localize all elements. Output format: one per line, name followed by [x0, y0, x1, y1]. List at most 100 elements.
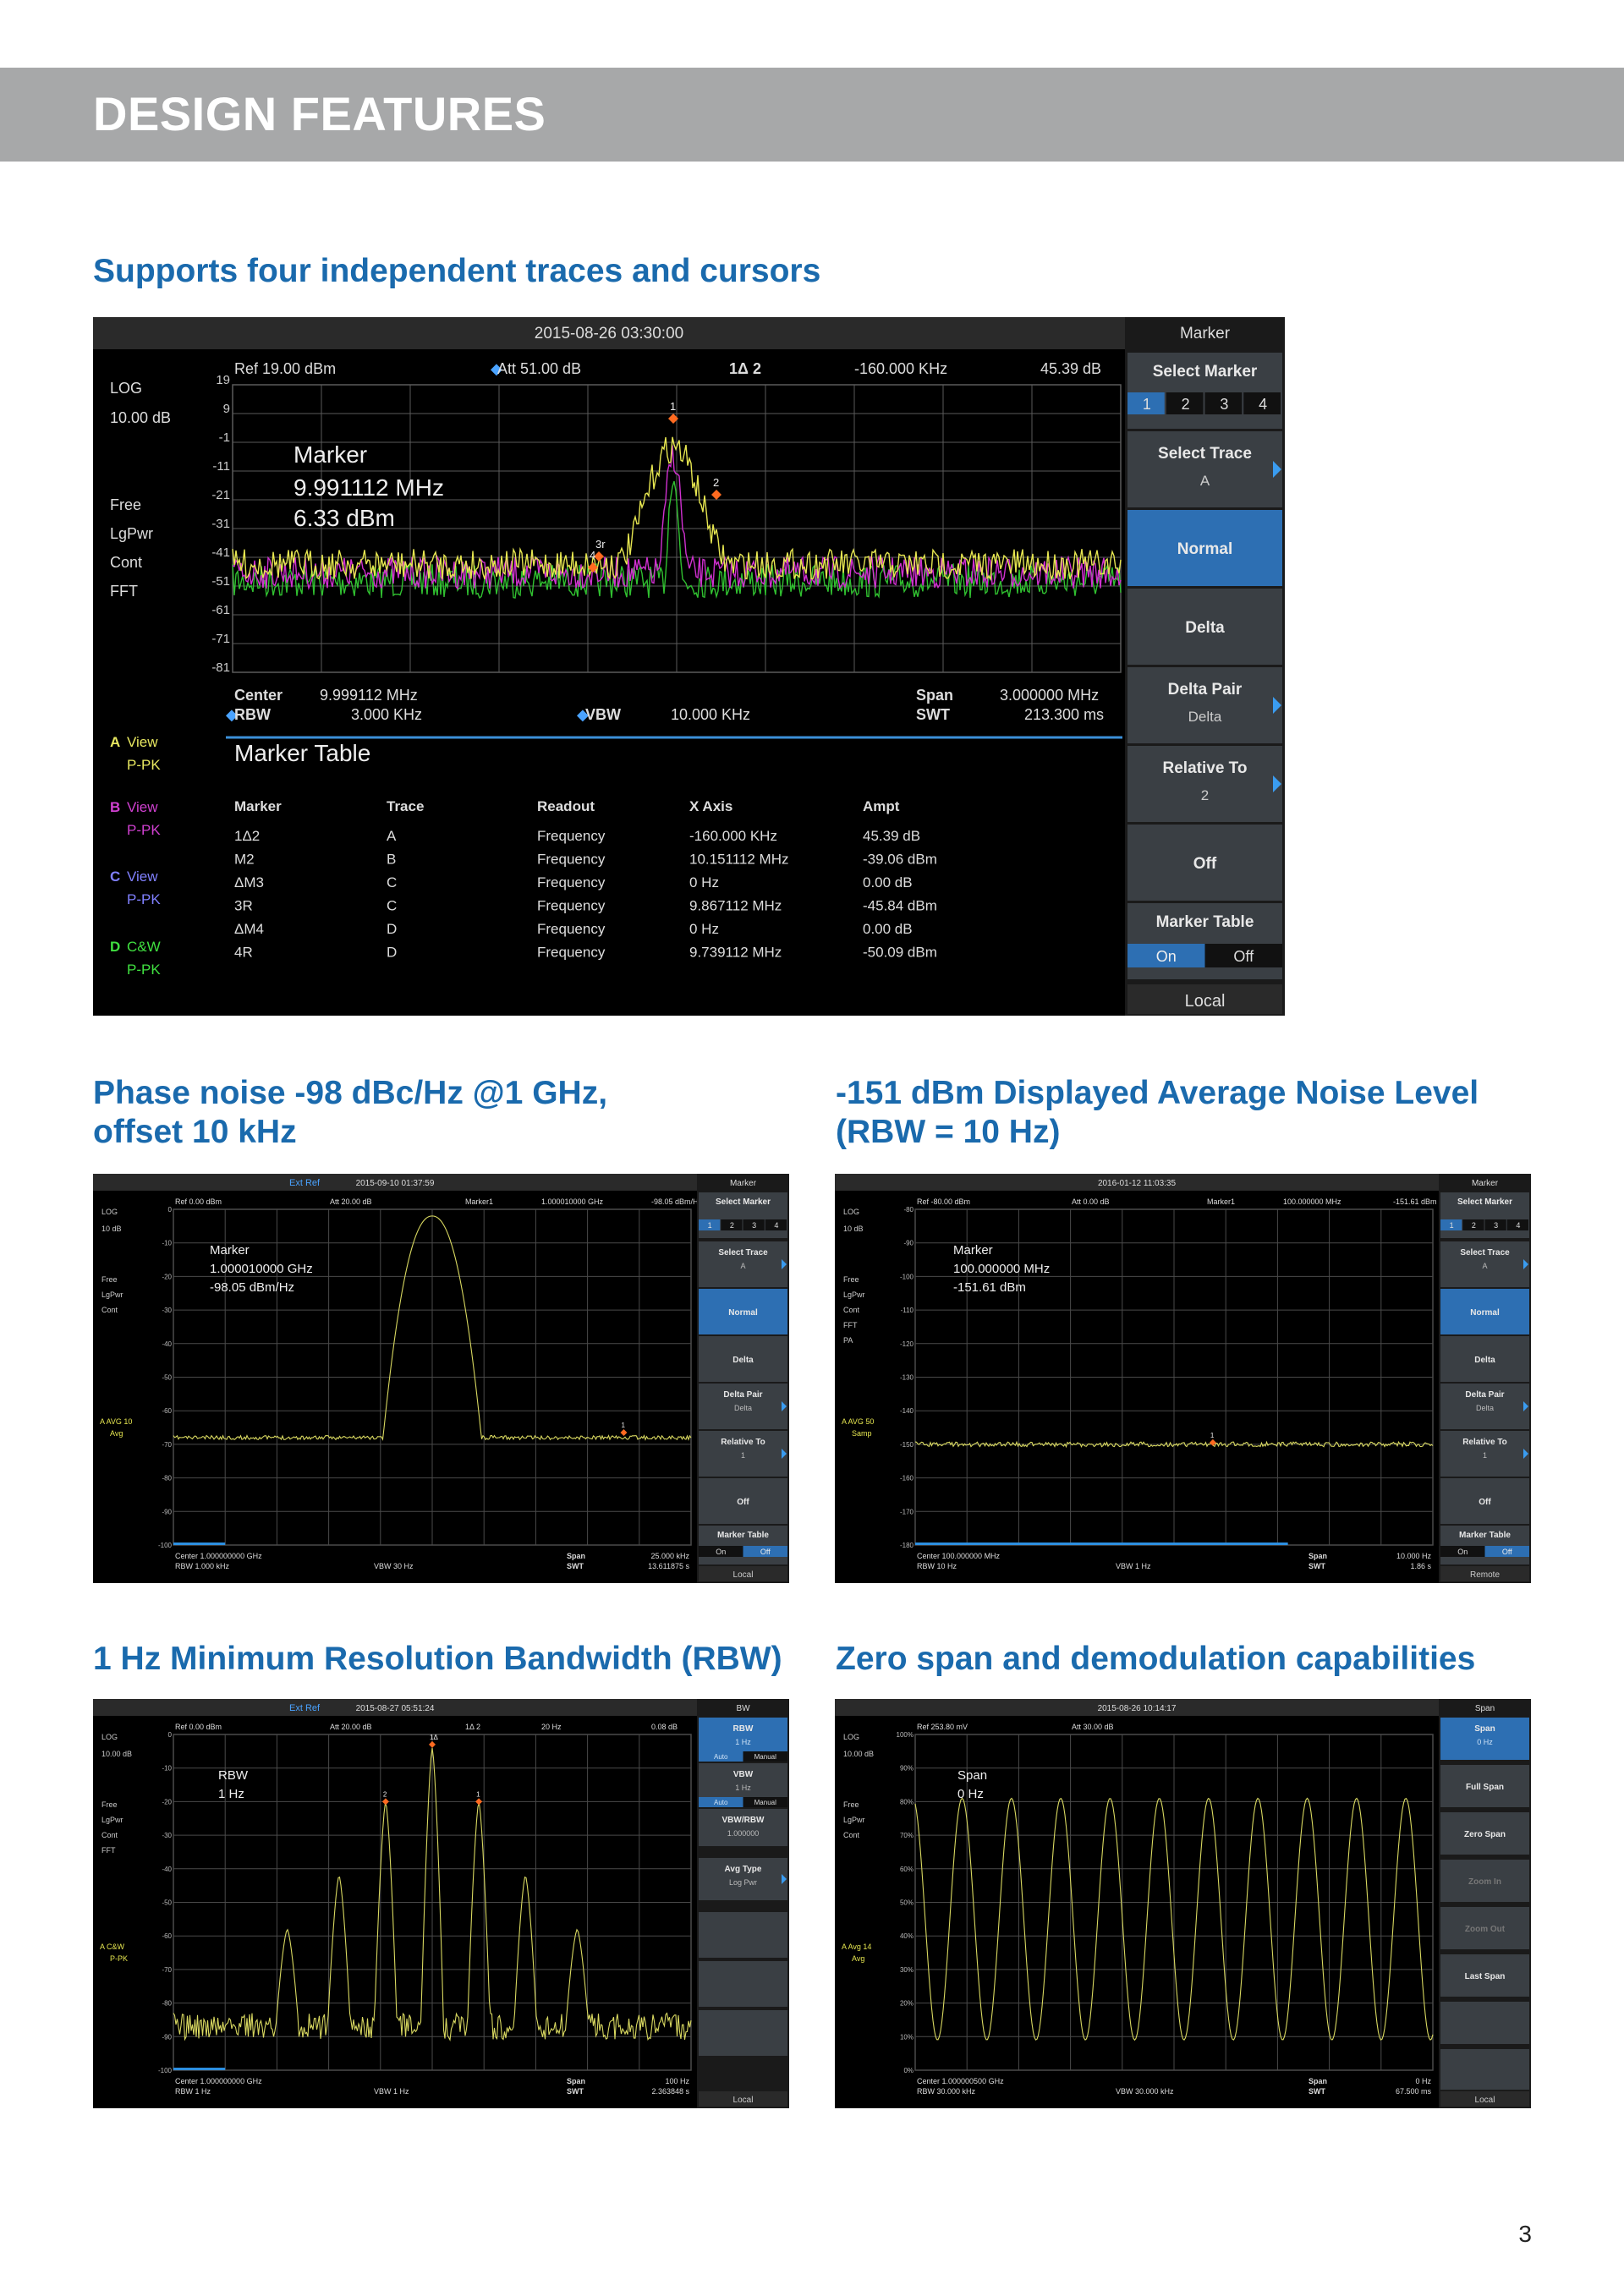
softkey-k3[interactable]: Zero Span — [1440, 1812, 1529, 1855]
y-tick-label: -60 — [162, 1932, 172, 1940]
softkey-label: Select Trace — [1460, 1248, 1510, 1258]
marker-number-4[interactable]: 4 — [1516, 1221, 1520, 1230]
y-tick-label: -20 — [162, 1273, 172, 1280]
softkey-k1[interactable]: Span 0 Hz — [1440, 1718, 1529, 1760]
left-status: Free — [102, 1275, 118, 1284]
toggle-on[interactable]: On — [1457, 1548, 1468, 1556]
header-mode: 1Δ 2 — [465, 1723, 480, 1731]
screen-bg — [835, 1699, 1531, 2108]
softkey-kx[interactable] — [699, 1961, 787, 2007]
softkey-k7[interactable]: Off — [1440, 1478, 1529, 1524]
softkey-select-trace[interactable]: Select Trace A — [1127, 431, 1282, 507]
marker-number-2[interactable]: 2 — [730, 1221, 734, 1230]
softkey-k8[interactable]: Marker Table — [699, 1526, 787, 1564]
softkey-k5[interactable]: Zoom Out — [1440, 1907, 1529, 1949]
local-button[interactable]: Local — [1185, 992, 1226, 1011]
marker-4-label: 4 — [590, 549, 595, 562]
table-cell: Frequency — [537, 852, 606, 868]
softkey-k4[interactable]: Zoom In — [1440, 1860, 1529, 1902]
bottom-key[interactable]: Local — [733, 1570, 754, 1580]
softkey-value: 1 — [1483, 1451, 1487, 1460]
softkey-k4[interactable]: Delta — [699, 1336, 787, 1382]
marker-number-4[interactable]: 4 — [774, 1221, 778, 1230]
softkey-off[interactable]: Off — [1127, 825, 1282, 901]
marker-number-1[interactable]: 1 — [708, 1221, 712, 1230]
marker-number-1[interactable]: 1 — [1450, 1221, 1454, 1230]
bottom-key[interactable]: Local — [733, 2096, 754, 2105]
toggle-off[interactable]: Off — [1233, 948, 1254, 965]
softkey-kx[interactable] — [699, 2010, 787, 2056]
span-value: 3.000000 MHz — [1000, 687, 1099, 704]
manual-toggle[interactable]: Manual — [754, 1753, 776, 1761]
softkey-k2[interactable]: Select Trace A — [699, 1241, 787, 1287]
toggle-off-bg — [1204, 944, 1282, 967]
marker-number-3[interactable]: 3 — [1494, 1221, 1498, 1230]
softkey-k1[interactable]: Select Marker — [1440, 1192, 1529, 1238]
table-header: Marker — [234, 798, 282, 814]
softkey-k5[interactable]: Delta Pair Delta — [699, 1384, 787, 1429]
softkey-k1[interactable]: RBW 1 Hz — [699, 1718, 787, 1751]
table-cell: 4R — [234, 945, 253, 961]
footer-span-label: Span — [1309, 2077, 1327, 2085]
manual-toggle[interactable]: Manual — [754, 1799, 776, 1806]
softkey-relative-to[interactable]: Relative To 2 — [1127, 746, 1282, 822]
softkey-kx[interactable] — [1440, 2002, 1529, 2044]
marker-number-bg — [1506, 1219, 1528, 1230]
header-ref: Ref 0.00 dBm — [175, 1197, 222, 1206]
softkey-k4[interactable]: Avg Type Log Pwr — [699, 1858, 787, 1900]
section-line-2: offset 10 kHz — [93, 1114, 297, 1150]
toggle-on[interactable]: On — [1156, 948, 1177, 965]
vbw-value: 10.000 KHz — [671, 706, 750, 723]
softkey-k2[interactable]: Select Trace A — [1440, 1241, 1529, 1287]
softkey-k2[interactable]: VBW 1 Hz — [699, 1763, 787, 1797]
softkey-k3[interactable]: Normal — [1440, 1289, 1529, 1334]
bottom-key[interactable]: Remote — [1470, 1570, 1500, 1580]
analyzer-screen-4: Ext Ref 2015-08-27 05:51:24 Ref 0.00 dBm At… — [93, 1699, 789, 2108]
status-cont: Cont — [110, 554, 142, 571]
marker-number-2[interactable]: 2 — [1472, 1221, 1476, 1230]
softkey-k6[interactable]: Relative To 1 — [699, 1431, 787, 1477]
toggle-on[interactable]: On — [716, 1548, 726, 1556]
marker-number-3[interactable]: 3 — [752, 1221, 756, 1230]
marker-table: Marker Trace Readout X Axis Ampt 1Δ2 A Frequenc… — [234, 798, 937, 961]
footer-span-label: Span — [567, 1552, 585, 1560]
auto-toggle[interactable]: Auto — [714, 1753, 728, 1761]
softkey-k3[interactable]: Normal — [699, 1289, 787, 1334]
bottom-key[interactable]: Local — [1475, 2096, 1495, 2105]
marker-number-1[interactable]: 1 — [1143, 396, 1151, 413]
softkey-k6[interactable]: Last Span — [1440, 1954, 1529, 1997]
marker-amp: 45.39 dB — [1040, 360, 1101, 377]
softkey-normal[interactable]: Normal — [1127, 510, 1282, 586]
marker-4-icon — [588, 562, 598, 573]
footer-swt-value: 2.363848 s — [651, 2087, 689, 2096]
softkey-k1[interactable]: Select Marker — [699, 1192, 787, 1238]
softkey-k2[interactable]: Full Span — [1440, 1765, 1529, 1807]
marker-number-2[interactable]: 2 — [1182, 396, 1190, 413]
softkey-kx[interactable] — [1440, 2049, 1529, 2090]
softkey-kx[interactable] — [699, 1912, 787, 1958]
auto-toggle[interactable]: Auto — [714, 1799, 728, 1806]
softkey-k4[interactable]: Delta — [1440, 1336, 1529, 1382]
marker-number-3[interactable]: 3 — [1220, 396, 1228, 413]
softkey-k5[interactable]: Delta Pair Delta — [1440, 1384, 1529, 1429]
softkey-k7[interactable]: Off — [699, 1478, 787, 1524]
footer-swt-value: 67.500 ms — [1396, 2087, 1432, 2096]
softkey-k6[interactable]: Relative To 1 — [1440, 1431, 1529, 1477]
softkey-delta-pair[interactable]: Delta Pair Delta — [1127, 667, 1282, 743]
softkey-bg — [699, 1858, 787, 1900]
marker-icon — [381, 1798, 389, 1806]
toggle-off[interactable]: Off — [1502, 1548, 1512, 1556]
vbw-indicator: ◆ — [577, 706, 589, 723]
softkey-k3[interactable]: VBW/RBW 1.000000 — [699, 1809, 787, 1846]
marker-number-4[interactable]: 4 — [1259, 396, 1267, 413]
left-status: LOG — [102, 1208, 118, 1216]
toggle-off[interactable]: Off — [760, 1548, 771, 1556]
screen-bg — [93, 1699, 789, 2108]
softkey-bg — [699, 1478, 787, 1524]
status-free: Free — [110, 496, 141, 513]
center-label: Center — [234, 687, 283, 704]
softkey-marker-table[interactable]: Marker Table — [1127, 903, 1282, 979]
softkey-k8[interactable]: Marker Table — [1440, 1526, 1529, 1564]
softkey-select-marker[interactable]: Select Marker — [1127, 353, 1282, 429]
softkey-delta[interactable]: Delta — [1127, 589, 1282, 665]
